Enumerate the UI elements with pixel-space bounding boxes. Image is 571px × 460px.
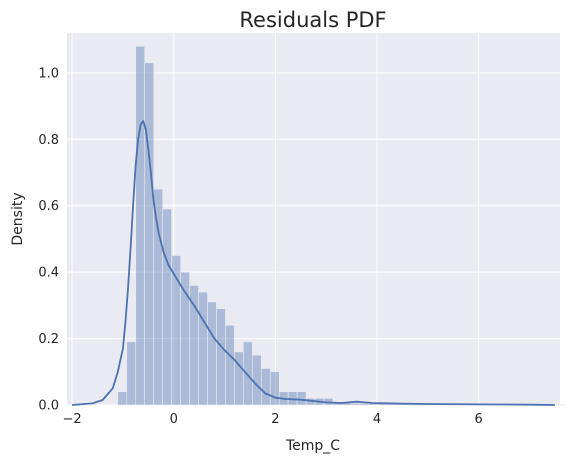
histogram-bar <box>359 403 370 406</box>
histogram-bar <box>189 285 199 406</box>
histogram-bar <box>350 403 361 406</box>
histogram-bar <box>243 341 253 406</box>
histogram-bar <box>207 301 217 406</box>
x-tick-label: 6 <box>475 412 483 427</box>
histogram-bar <box>153 188 163 406</box>
histogram-bar <box>162 208 172 406</box>
y-tick-label: 0.6 <box>38 199 59 214</box>
y-axis-label: Density <box>10 192 26 245</box>
histogram-bar <box>144 62 154 406</box>
histogram-bar <box>216 308 226 406</box>
chart-title: Residuals PDF <box>239 8 386 32</box>
histogram-bar <box>198 291 208 406</box>
y-tick-label: 0.0 <box>38 399 59 414</box>
histogram-bar <box>234 351 244 406</box>
y-tick-label: 0.8 <box>38 133 59 148</box>
histogram-bar <box>296 391 307 406</box>
y-tick-label: 0.4 <box>38 266 59 281</box>
kde-line <box>72 120 555 406</box>
histogram-bar <box>269 371 280 406</box>
x-tick-label: 4 <box>373 412 381 427</box>
histogram-bar <box>225 324 235 406</box>
histogram-bar <box>126 341 137 406</box>
x-tick-label: −2 <box>62 412 81 427</box>
x-tick-label: 2 <box>271 412 279 427</box>
histogram-bars <box>117 45 567 406</box>
histogram-bar <box>260 368 271 406</box>
plot-background <box>67 33 560 405</box>
y-tick-label: 0.2 <box>38 332 59 347</box>
grid-lines <box>67 33 560 406</box>
tick-labels: −2 0 2 4 6 0.0 0.2 0.4 0.6 0.8 1.0 <box>38 66 483 427</box>
x-axis-label: Temp_C <box>285 438 340 454</box>
x-tick-label: 0 <box>170 412 178 427</box>
histogram-bar <box>117 391 128 406</box>
histogram-bar <box>252 354 262 406</box>
y-tick-label: 1.0 <box>38 66 59 81</box>
histogram-bar <box>135 45 146 406</box>
